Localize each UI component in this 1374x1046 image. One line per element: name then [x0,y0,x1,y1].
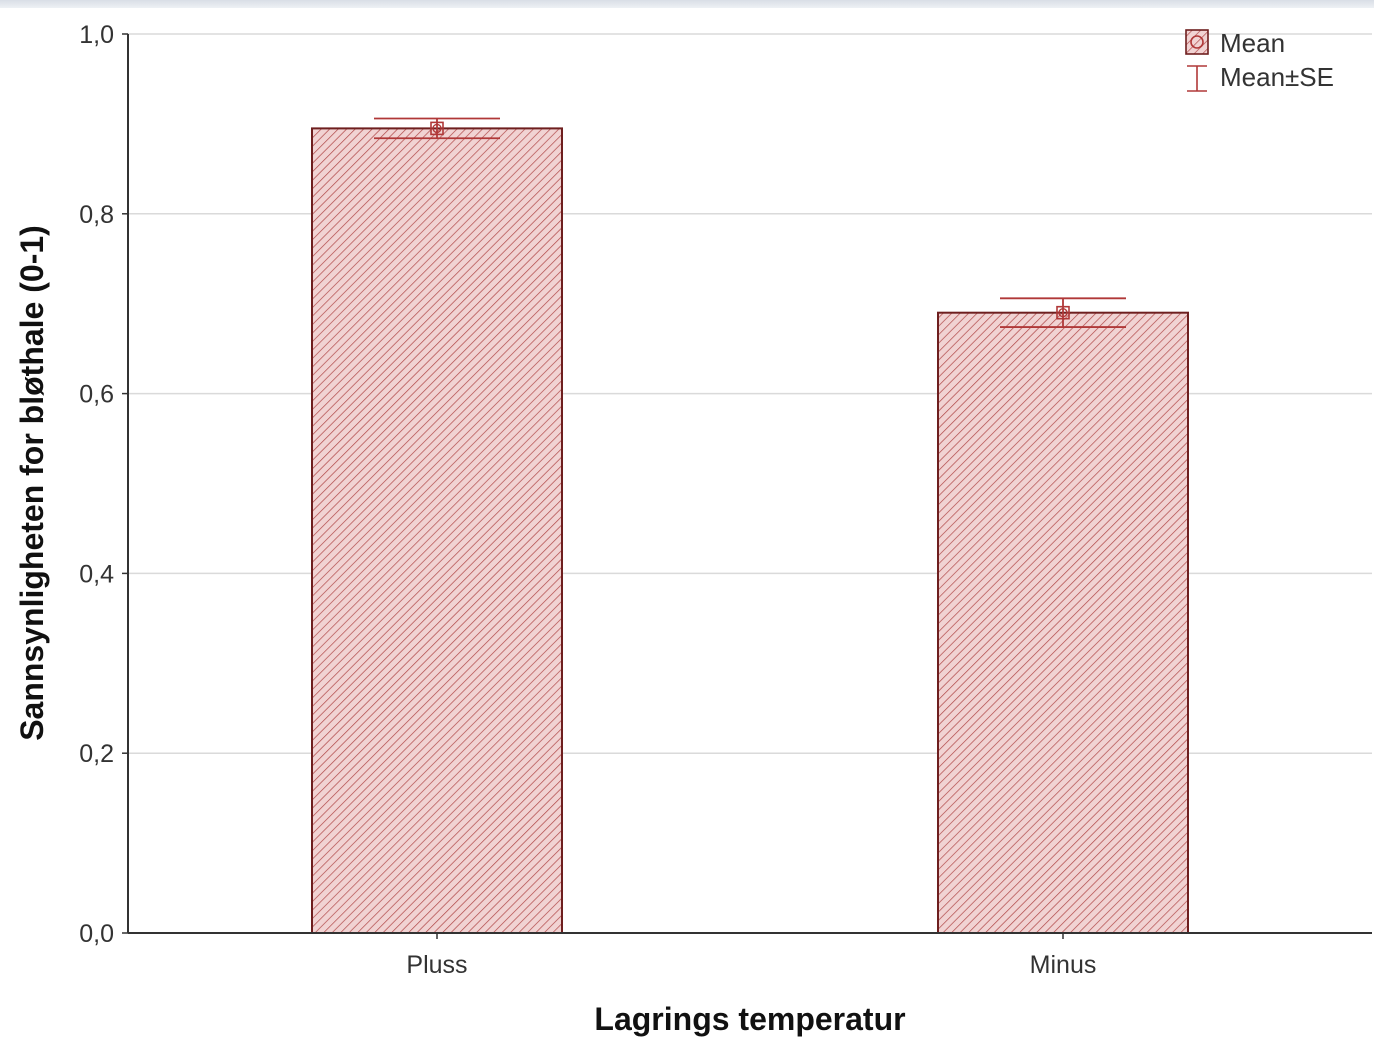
y-tick-label: 1,0 [79,21,114,49]
legend-mean-marker [1185,29,1209,55]
legend: Mean Mean±SE [1185,28,1334,92]
mean-marker [430,121,444,136]
y-tick-label: 0,0 [79,920,114,948]
mean-marker [1056,305,1070,320]
x-category-label: Pluss [406,951,467,979]
bar-pluss [311,127,563,934]
x-axis-title: Lagrings temperatur [594,1001,905,1037]
x-categories: Pluss Minus [406,933,1096,979]
y-tick-label: 0,4 [79,560,114,588]
bars [311,127,1189,934]
bar-minus [937,311,1189,934]
top-band [0,0,1374,8]
mean-marker-dot [1058,307,1068,318]
mean-marker-dot [432,123,442,134]
error-bars [374,117,1126,328]
legend-se-label: Mean±SE [1220,62,1334,92]
legend-mean-label: Mean [1220,28,1285,58]
y-ticks: 0,0 0,2 0,4 0,6 0,8 1,0 [79,21,128,948]
y-tick-label: 0,8 [79,201,114,229]
y-tick-label: 0,2 [79,740,114,768]
legend-se-marker [1187,65,1207,92]
y-tick-label: 0,6 [79,381,114,409]
x-category-label: Minus [1030,951,1097,979]
axes [127,34,1372,934]
y-axis-title: Sannsynligheten for bløthale (0-1) [14,225,50,741]
